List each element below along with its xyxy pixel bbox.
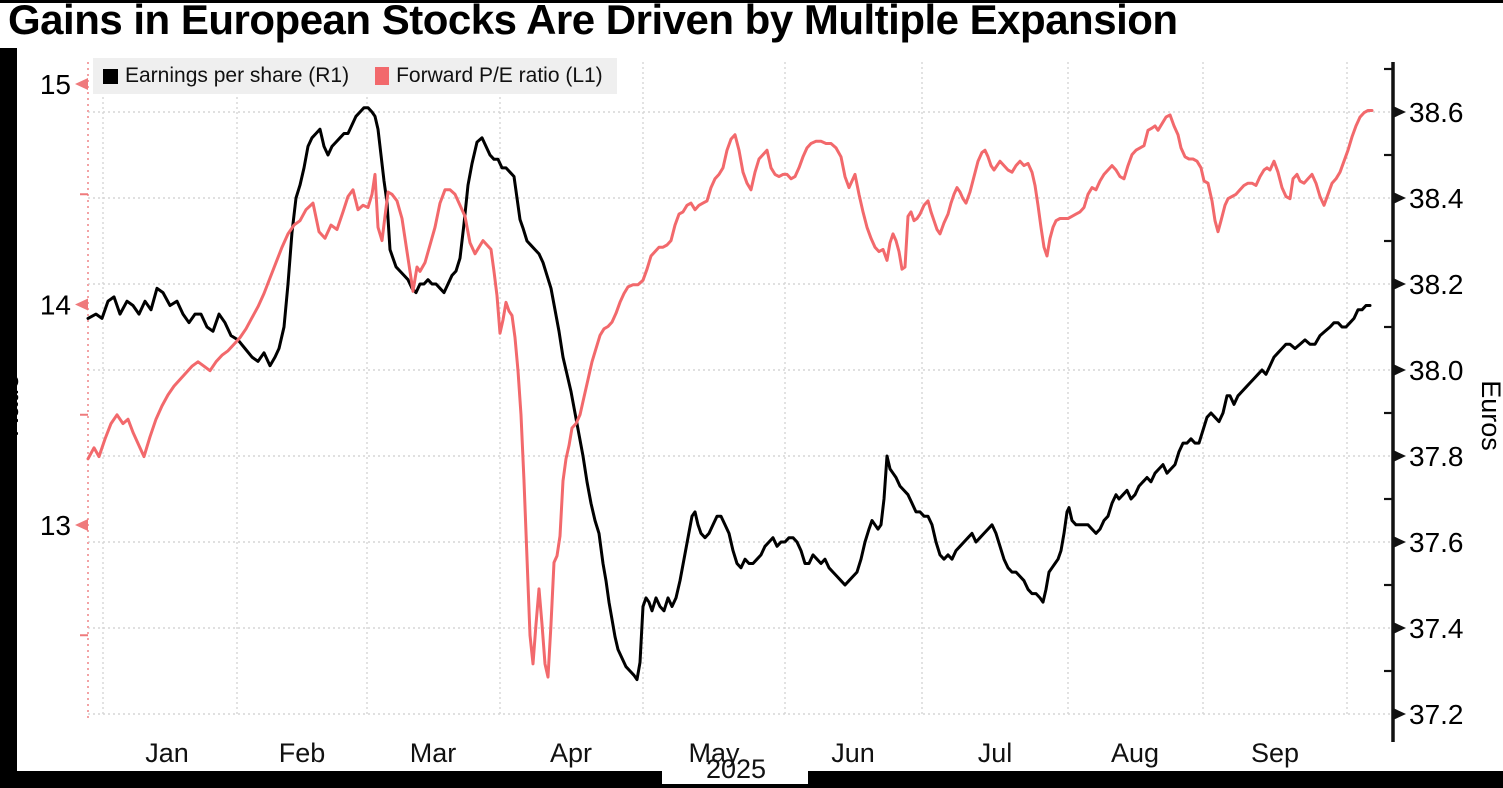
right-axis-arrow-tick-icon [1393,450,1406,462]
series-line-forward-pe [86,109,1374,679]
left-axis-tick-label: 14 [40,290,71,321]
x-axis-month-label: Aug [1111,738,1159,768]
x-axis-month-label: Feb [279,738,326,768]
right-axis-arrow-tick-icon [1393,622,1406,634]
right-axis-arrow-tick-icon [1393,536,1406,548]
x-axis-month-label: Mar [410,738,457,768]
right-axis-tick-label: 37.8 [1409,441,1464,472]
legend-item-pe[interactable]: Forward P/E ratio (L1) [375,64,603,88]
left-axis-arrow-tick-icon [75,519,88,531]
chart-title: Gains in European Stocks Are Driven by M… [8,0,1178,43]
right-axis-arrow-tick-icon [1393,278,1406,290]
letterbox-bottom-edge [0,784,1503,788]
right-axis-arrow-tick-icon [1393,364,1406,376]
right-axis-tick-label: 38.0 [1409,355,1464,386]
x-axis-month-label: Sep [1251,738,1299,768]
x-axis-month-label: Jun [831,738,875,768]
left-axis-tick-label: 15 [40,69,71,100]
x-axis-month-label: May [688,738,740,768]
right-axis-arrow-tick-icon [1393,708,1406,720]
left-axis-tick-label: 13 [40,510,71,541]
right-axis-arrow-tick-icon [1393,106,1406,118]
x-axis-month-label: Jan [145,738,189,768]
legend: Earnings per share (R1) Forward P/E rati… [93,58,617,94]
left-axis-arrow-tick-icon [75,78,88,90]
pe-series-swatch-icon [375,67,390,85]
x-axis-month-label: Jul [978,738,1013,768]
right-axis-tick-label: 37.4 [1409,613,1464,644]
right-axis-tick-label: 38.4 [1409,183,1464,214]
legend-label-pe: Forward P/E ratio (L1) [396,64,603,87]
series-line-eps [86,106,1372,682]
legend-item-eps[interactable]: Earnings per share (R1) [103,64,349,88]
right-axis-tick-label: 38.6 [1409,97,1464,128]
legend-label-eps: Earnings per share (R1) [125,64,350,87]
x-axis-month-label: Apr [550,738,592,768]
right-axis-tick-label: 38.2 [1409,269,1464,300]
right-axis-tick-label: 37.6 [1409,527,1464,558]
x-axis-year-label: 2025 [706,754,767,784]
letterbox-top [0,0,1503,3]
right-axis-tick-label: 37.2 [1409,699,1464,730]
eps-series-swatch-icon [103,68,118,84]
left-axis-arrow-tick-icon [75,298,88,311]
letterbox-bottom-right [808,771,1503,788]
letterbox-left [0,48,17,788]
right-axis-arrow-tick-icon [1393,192,1406,204]
right-axis-title: Euros [1475,380,1503,451]
letterbox-bottom-left [0,771,662,788]
